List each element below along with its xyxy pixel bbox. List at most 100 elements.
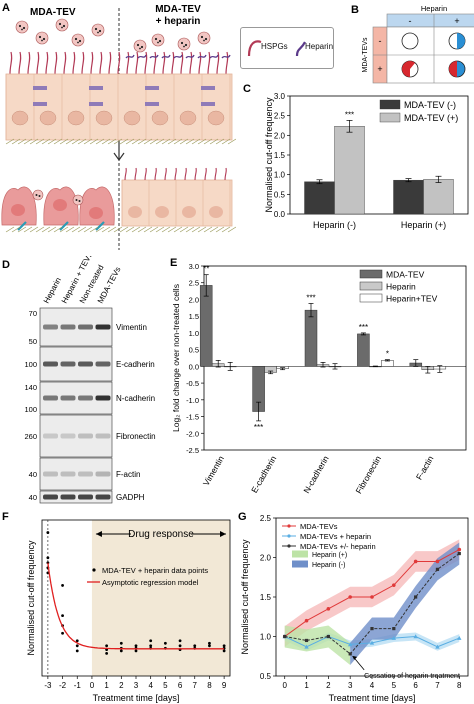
panel-b-heparin-header: Heparin bbox=[421, 4, 447, 13]
g-error-band bbox=[284, 539, 460, 647]
d-band bbox=[60, 433, 76, 439]
cell-neither-icon bbox=[401, 32, 419, 50]
panel-a-right-title-1: MDA-TEV bbox=[155, 4, 201, 15]
d-band bbox=[78, 471, 93, 477]
c-ytick-label: 3.0 bbox=[274, 92, 286, 101]
f-data-point bbox=[105, 644, 109, 648]
f-legend-label: Asymptotic regression model bbox=[102, 578, 199, 587]
e-legend-swatch bbox=[359, 269, 383, 279]
g-marker bbox=[370, 595, 374, 599]
f-data-point bbox=[46, 556, 50, 560]
e-category-label: Fibronectin bbox=[353, 454, 383, 496]
e-category-label: F-actin bbox=[414, 454, 436, 482]
c-ylabel: Normalised cut-off frequency bbox=[264, 97, 274, 212]
e-category-label: Vimentin bbox=[201, 454, 226, 488]
d-marker-label: 40 bbox=[29, 493, 37, 502]
g-ytick-label: 1.5 bbox=[260, 593, 272, 602]
d-band bbox=[43, 361, 58, 367]
down-arrow-icon bbox=[113, 140, 125, 162]
f-data-point bbox=[178, 644, 182, 648]
f-data-point bbox=[105, 651, 109, 655]
g-marker bbox=[304, 618, 309, 623]
tev-vesicle-icon bbox=[15, 20, 29, 34]
g-xtick-label: 0 bbox=[283, 681, 288, 690]
g-legend-label: Heparin (+) bbox=[312, 552, 347, 559]
f-xlabel: Treatment time [days] bbox=[93, 693, 180, 703]
e-significance: *** bbox=[306, 293, 315, 302]
d-marker-label: 260 bbox=[24, 432, 37, 441]
f-xtick-label: 8 bbox=[207, 681, 212, 690]
e-ytick-label: 0.5 bbox=[189, 346, 199, 355]
g-marker bbox=[391, 635, 397, 640]
g-xtick-label: 1 bbox=[304, 681, 309, 690]
panel-b-col-minus: - bbox=[409, 16, 412, 26]
g-marker bbox=[392, 583, 396, 587]
e-ytick-label: 1.5 bbox=[189, 312, 199, 321]
g-marker bbox=[392, 627, 396, 631]
d-band bbox=[95, 324, 111, 330]
f-data-point bbox=[178, 639, 182, 643]
f-data-point bbox=[134, 644, 138, 648]
tev-vesicle-icon bbox=[91, 23, 105, 37]
g-marker bbox=[457, 547, 462, 552]
panel-g-letter: G bbox=[238, 511, 247, 523]
d-marker-label: 70 bbox=[29, 309, 37, 318]
c-annotation: *** bbox=[345, 110, 354, 119]
c-ytick-label: 1.0 bbox=[274, 171, 286, 180]
g-legend-label: MDA-TEVs +/- heparin bbox=[300, 542, 376, 551]
f-data-point bbox=[61, 614, 64, 618]
d-blot-strip bbox=[39, 490, 113, 504]
g-ylabel: Normalised cut-off frequency bbox=[240, 539, 250, 654]
g-marker bbox=[435, 559, 440, 564]
f-legend-label: MDA-TEV + heparin data points bbox=[102, 566, 208, 575]
g-legend-swatch bbox=[292, 560, 308, 568]
f-data-point bbox=[193, 644, 197, 648]
chart-e: E -2.5 -2.0 -1.5 -1.0 -0.5 0.0 0.5 1.0 1.5 2.0 2.5… bbox=[170, 257, 467, 496]
panel-b-grid: B Heparin - + - + MDA-TEVs bbox=[351, 4, 474, 84]
hspg-icon bbox=[247, 40, 262, 57]
d-band bbox=[78, 433, 93, 439]
g-ytick-label: 2.0 bbox=[260, 554, 272, 563]
e-legend-swatch bbox=[359, 281, 383, 291]
d-band bbox=[95, 433, 111, 439]
f-data-point bbox=[61, 631, 64, 635]
panel-c-letter: C bbox=[243, 83, 251, 95]
tev-vesicle-icon bbox=[71, 33, 85, 47]
panel-b-row-plus: + bbox=[377, 64, 382, 74]
d-row-label: N-cadherin bbox=[116, 394, 155, 403]
e-ytick-label: -2.5 bbox=[186, 446, 199, 455]
tev-vesicle-icon bbox=[55, 18, 69, 32]
e-ytick-label: 2.0 bbox=[189, 295, 199, 304]
cell-tev-only-icon bbox=[401, 60, 419, 78]
f-legend-point bbox=[92, 568, 96, 572]
d-row-label: Vimentin bbox=[116, 323, 147, 332]
c-bar bbox=[304, 181, 335, 215]
g-xtick-label: 6 bbox=[413, 681, 418, 690]
panel-b-row-label: MDA-TEVs bbox=[362, 37, 369, 73]
tev-vesicle-icon bbox=[177, 37, 191, 51]
g-xlabel: Treatment time [days] bbox=[329, 693, 416, 703]
e-category-label: E-cadherin bbox=[249, 454, 278, 495]
panel-b-col-plus: + bbox=[454, 16, 459, 26]
g-xtick-label: 8 bbox=[457, 681, 462, 690]
g-error-band bbox=[350, 542, 460, 665]
d-marker-label: 100 bbox=[24, 360, 37, 369]
panel-b-row-minus: - bbox=[379, 36, 382, 46]
e-category-label: N-cadherin bbox=[301, 454, 331, 495]
d-band bbox=[43, 395, 58, 401]
f-data-point bbox=[208, 644, 211, 648]
panel-f-letter: F bbox=[2, 511, 9, 523]
f-data-point bbox=[75, 639, 79, 643]
e-legend-label: Heparin+TEV bbox=[386, 294, 438, 304]
c-ytick-label: 2.0 bbox=[274, 131, 286, 140]
e-significance: *** bbox=[254, 423, 263, 432]
f-data-point bbox=[134, 649, 138, 653]
f-xtick-label: 6 bbox=[178, 681, 183, 690]
d-band bbox=[43, 324, 58, 330]
c-legend-swatch bbox=[379, 99, 401, 110]
d-band bbox=[95, 395, 111, 401]
f-data-point bbox=[75, 649, 79, 653]
c-category-label: Heparin (-) bbox=[313, 220, 356, 230]
f-data-point bbox=[222, 644, 226, 648]
